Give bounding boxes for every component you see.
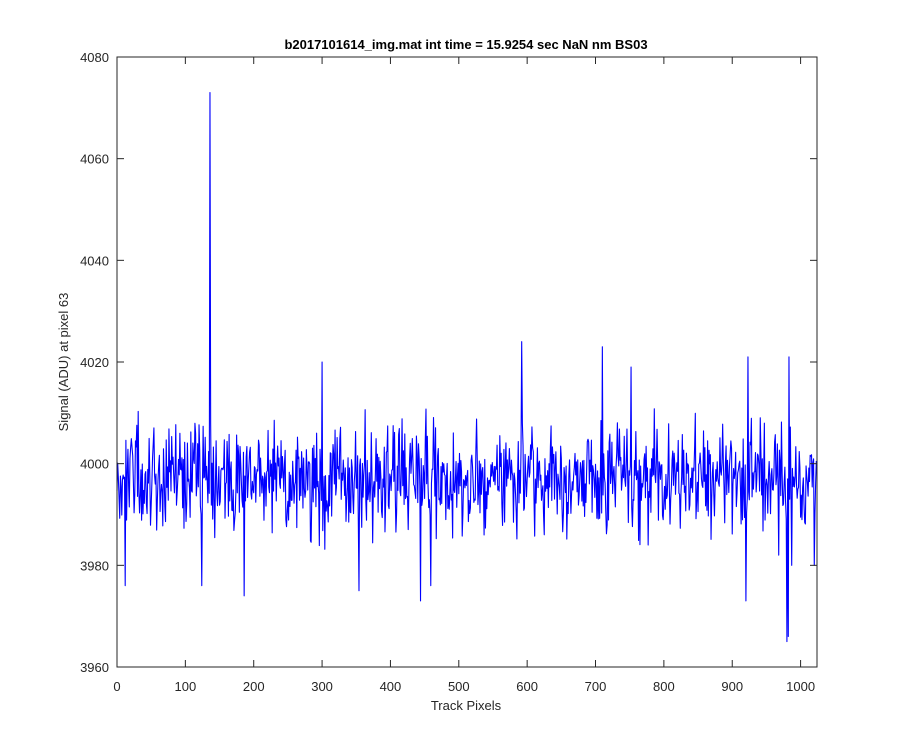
signal-line bbox=[116, 92, 817, 643]
y-tick-label: 3980 bbox=[80, 558, 109, 573]
series-group bbox=[116, 92, 817, 643]
y-tick-label: 4080 bbox=[80, 50, 109, 65]
x-tick-label: 500 bbox=[448, 679, 470, 694]
x-tick-label: 700 bbox=[585, 679, 607, 694]
x-axis: 0 100 200 300 400 500 600 700 800 900 1000 bbox=[113, 57, 815, 694]
chart-title: b2017101614_img.mat int time = 15.9254 s… bbox=[284, 37, 647, 52]
y-tick-label: 4000 bbox=[80, 457, 109, 472]
x-tick-label: 200 bbox=[243, 679, 265, 694]
x-tick-label: 400 bbox=[380, 679, 402, 694]
y-axis: 3960 3980 4000 4020 4040 4060 4080 bbox=[80, 50, 817, 675]
y-tick-label: 4020 bbox=[80, 355, 109, 370]
x-tick-label: 0 bbox=[113, 679, 120, 694]
x-tick-label: 600 bbox=[516, 679, 538, 694]
x-tick-label: 1000 bbox=[786, 679, 815, 694]
y-tick-label: 4060 bbox=[80, 152, 109, 167]
x-axis-label: Track Pixels bbox=[431, 698, 502, 713]
x-tick-label: 800 bbox=[653, 679, 675, 694]
plot-area bbox=[117, 57, 817, 667]
x-tick-label: 900 bbox=[721, 679, 743, 694]
x-tick-label: 300 bbox=[311, 679, 333, 694]
y-tick-label: 3960 bbox=[80, 660, 109, 675]
y-tick-label: 4040 bbox=[80, 253, 109, 268]
y-axis-label: Signal (ADU) at pixel 63 bbox=[56, 293, 71, 432]
x-tick-label: 100 bbox=[175, 679, 197, 694]
